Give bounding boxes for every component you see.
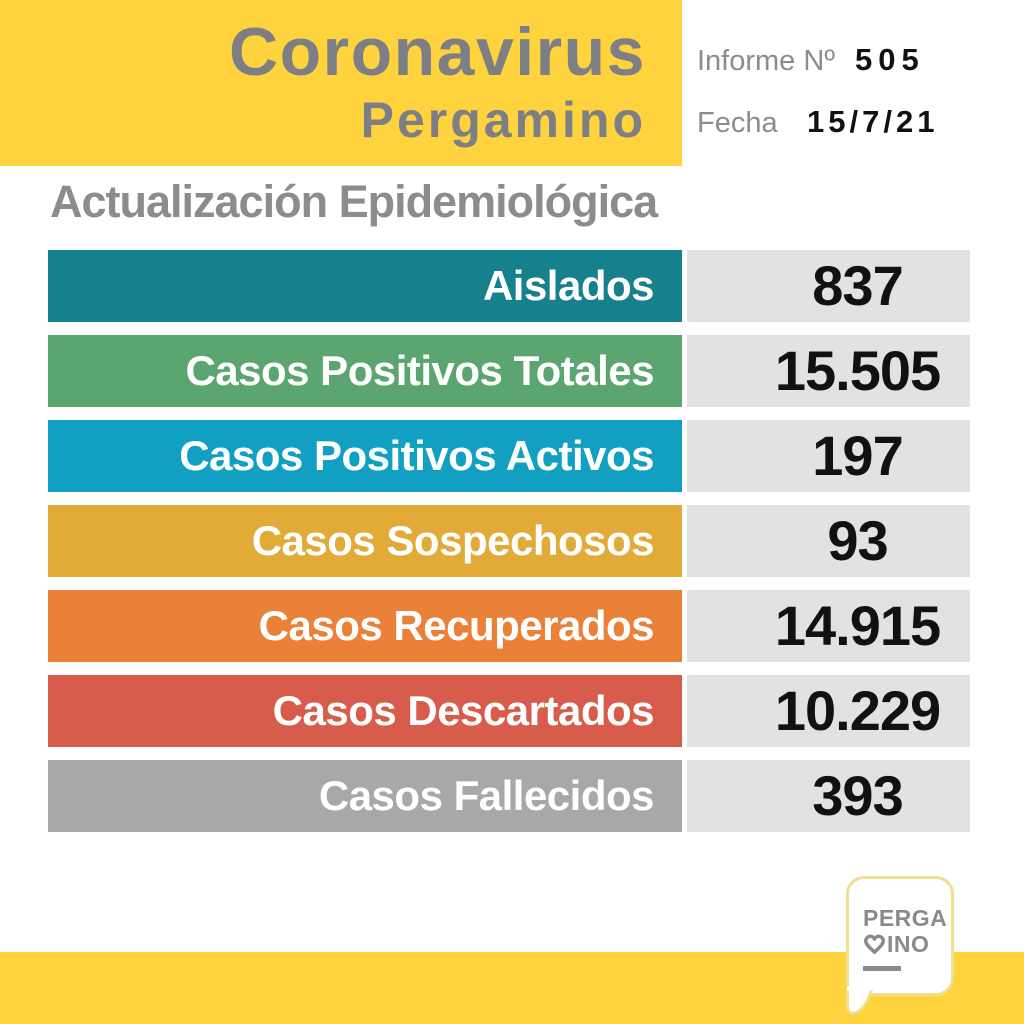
row-label-bar: Casos Fallecidos: [48, 760, 682, 832]
row-value: 197: [687, 420, 970, 492]
row-value: 93: [687, 505, 970, 577]
table-row: Casos Positivos Totales 15.505: [48, 335, 970, 407]
heart-icon: [864, 934, 885, 954]
logo-underline: [863, 966, 901, 971]
report-number-value: 505: [855, 42, 925, 77]
report-date-row: Fecha 15/7/21: [697, 104, 938, 140]
row-label: Casos Descartados: [272, 687, 655, 734]
report-info: Informe Nº 505 Fecha 15/7/21: [697, 42, 938, 140]
row-label-bar: Aislados: [48, 250, 682, 322]
row-value: 15.505: [687, 335, 970, 407]
speech-bubble-tail-icon: [846, 987, 874, 1015]
table-row: Casos Positivos Activos 197: [48, 420, 970, 492]
table-row: Aislados 837: [48, 250, 970, 322]
table-row: Casos Descartados 10.229: [48, 675, 970, 747]
row-value: 10.229: [687, 675, 970, 747]
row-label-bar: Casos Positivos Activos: [48, 420, 682, 492]
row-value: 837: [687, 250, 970, 322]
logo-line2-text: INO: [887, 931, 930, 957]
report-date-value: 15/7/21: [807, 104, 939, 139]
report-date-label: Fecha: [697, 107, 778, 139]
table-row: Casos Recuperados 14.915: [48, 590, 970, 662]
row-label: Casos Sospechosos: [251, 517, 655, 564]
city-title: Pergamino: [360, 92, 646, 148]
table-row: Casos Sospechosos 93: [48, 505, 970, 577]
row-value: 393: [687, 760, 970, 832]
stats-table: Aislados 837 Casos Positivos Totales 15.…: [48, 250, 970, 845]
row-label: Aislados: [482, 262, 655, 309]
main-title: Coronavirus: [228, 14, 646, 90]
logo-line2: INO: [863, 931, 951, 957]
pergamino-logo: PERGA INO: [846, 876, 954, 1015]
row-label: Casos Fallecidos: [318, 772, 655, 819]
row-label-bar: Casos Positivos Totales: [48, 335, 682, 407]
row-label: Casos Positivos Totales: [185, 347, 654, 394]
logo-text: PERGA INO: [863, 905, 951, 957]
row-label: Casos Recuperados: [258, 602, 655, 649]
row-value: 14.915: [687, 590, 970, 662]
row-label-bar: Casos Descartados: [48, 675, 682, 747]
report-number-row: Informe Nº 505: [697, 42, 938, 78]
logo-line1: PERGA: [863, 905, 948, 931]
row-label-bar: Casos Recuperados: [48, 590, 682, 662]
row-label-bar: Casos Sospechosos: [48, 505, 682, 577]
table-row: Casos Fallecidos 393: [48, 760, 970, 832]
page-title: Actualización Epidemiológica: [50, 176, 658, 227]
row-label: Casos Positivos Activos: [179, 432, 654, 479]
report-number-label: Informe Nº: [697, 45, 835, 77]
header-band: Coronavirus Pergamino: [0, 0, 682, 166]
